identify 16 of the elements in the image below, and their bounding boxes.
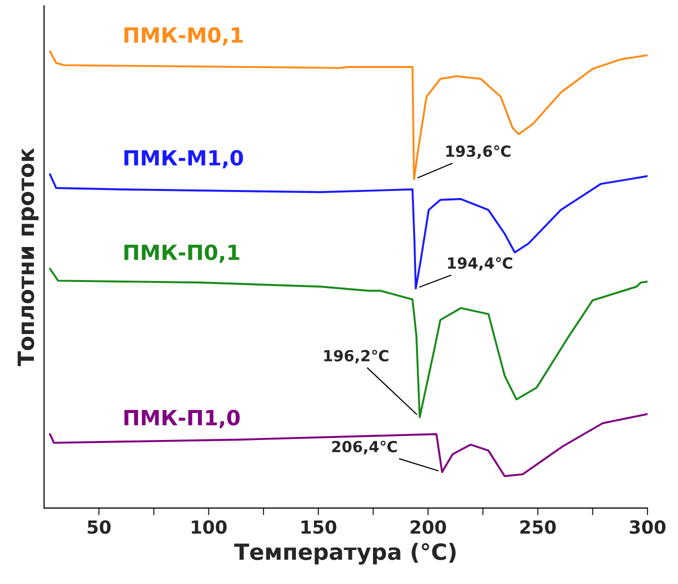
annotation: 193,6℃ bbox=[446, 145, 510, 159]
annotation: 194,4℃ bbox=[448, 257, 512, 271]
y-axis-title: Топлотни проток bbox=[18, 148, 39, 366]
x-tick-label: 50 bbox=[88, 520, 111, 534]
x-tick-label: 150 bbox=[302, 520, 336, 534]
annotation: 206,4℃ bbox=[332, 440, 397, 454]
annotation: 196,2℃ bbox=[324, 350, 388, 364]
series-label: ПМК-П1,0 bbox=[124, 410, 240, 428]
x-axis-title: Температура (°C) bbox=[234, 542, 456, 565]
x-tick-label: 200 bbox=[410, 520, 446, 534]
series-label: ПМК-П0,1 bbox=[124, 244, 240, 263]
series-label: ПМК-М0,1 bbox=[124, 27, 243, 46]
x-tick-label: 250 bbox=[520, 520, 556, 534]
x-tick-label: 300 bbox=[630, 520, 666, 534]
series-label: ПМК-М1,0 bbox=[124, 150, 243, 168]
x-tick-label: 100 bbox=[192, 520, 227, 534]
